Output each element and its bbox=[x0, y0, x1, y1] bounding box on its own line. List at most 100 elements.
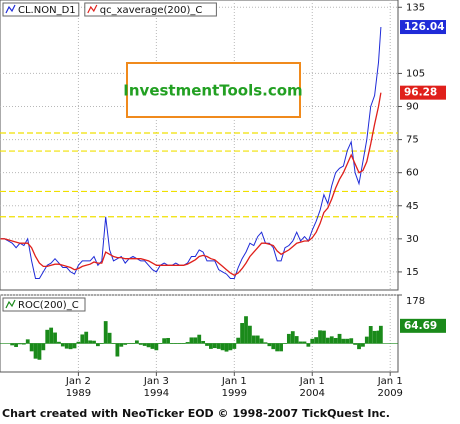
legend-label: CL.NON_D1 bbox=[18, 5, 76, 16]
bar bbox=[216, 343, 221, 349]
bar bbox=[189, 337, 194, 344]
y-tick-label: 75 bbox=[406, 135, 419, 146]
bar bbox=[306, 343, 311, 347]
bar bbox=[142, 343, 147, 346]
x-tick-year: 1994 bbox=[144, 388, 169, 399]
bar bbox=[220, 343, 225, 351]
bar bbox=[341, 338, 346, 344]
watermark-box bbox=[126, 62, 301, 118]
bar bbox=[322, 330, 326, 344]
x-tick-label: Jan 3 bbox=[143, 376, 169, 387]
x-tick-year: 1989 bbox=[66, 388, 91, 399]
bar bbox=[146, 343, 151, 348]
bar bbox=[68, 343, 73, 350]
bar bbox=[37, 343, 42, 360]
bar bbox=[325, 337, 330, 344]
bar bbox=[290, 331, 295, 344]
bar bbox=[138, 343, 143, 345]
bar bbox=[251, 335, 256, 344]
legend-box bbox=[84, 2, 217, 17]
bar bbox=[267, 343, 272, 347]
bar bbox=[209, 343, 213, 349]
last-value-box bbox=[400, 318, 446, 333]
bar bbox=[205, 343, 209, 346]
bar bbox=[103, 321, 108, 344]
legend-label: ROC(200)_C bbox=[18, 300, 79, 311]
bar bbox=[57, 341, 61, 344]
x-tick-year: 2009 bbox=[377, 388, 402, 399]
y-tick-label: 178 bbox=[406, 296, 425, 307]
bar bbox=[314, 337, 319, 344]
bar bbox=[41, 343, 46, 351]
bar bbox=[232, 343, 237, 349]
bar bbox=[80, 334, 85, 344]
bar bbox=[21, 343, 26, 345]
bar bbox=[49, 327, 54, 344]
bar bbox=[123, 343, 128, 345]
footer: Chart created with NeoTicker EOD © 1998-… bbox=[2, 407, 390, 420]
series-line bbox=[0, 26, 382, 279]
last-value-label: 64.69 bbox=[404, 320, 437, 332]
x-tick-label: Jan 1 bbox=[299, 376, 325, 387]
bar bbox=[376, 330, 381, 344]
y-tick-label: 90 bbox=[406, 102, 419, 113]
bar bbox=[193, 337, 198, 344]
bar bbox=[310, 338, 315, 344]
watermark: InvestmentTools.com bbox=[123, 82, 302, 100]
bar bbox=[64, 343, 69, 349]
x-tick-year: 2004 bbox=[300, 388, 325, 399]
bar bbox=[279, 343, 283, 352]
bar bbox=[294, 336, 299, 344]
x-tick-label: Jan 1 bbox=[377, 376, 403, 387]
y-tick-label: 45 bbox=[406, 201, 419, 212]
bar bbox=[361, 343, 365, 347]
bar bbox=[302, 341, 307, 344]
bar bbox=[107, 332, 112, 344]
bar bbox=[337, 333, 342, 344]
bar bbox=[271, 343, 276, 350]
bar bbox=[14, 343, 18, 347]
last-value-box bbox=[400, 20, 446, 35]
bar bbox=[150, 343, 155, 349]
bar bbox=[333, 337, 338, 344]
bar bbox=[197, 334, 202, 344]
bar bbox=[76, 341, 81, 344]
bar bbox=[25, 339, 30, 344]
y-tick-label: 105 bbox=[406, 68, 425, 79]
y-tick-label: 30 bbox=[406, 234, 419, 245]
legend-label: qc_xaverage(200)_C bbox=[100, 5, 203, 16]
bar bbox=[72, 343, 77, 349]
last-value-label: 96.28 bbox=[404, 87, 437, 99]
bar bbox=[96, 343, 100, 347]
bar bbox=[92, 340, 96, 344]
bar bbox=[162, 338, 167, 344]
bar bbox=[244, 316, 248, 344]
last-value-label: 126.04 bbox=[404, 21, 445, 33]
legend-icon bbox=[87, 4, 98, 14]
bar bbox=[247, 325, 252, 344]
bar bbox=[201, 340, 206, 344]
x-tick-label: Jan 1 bbox=[221, 376, 247, 387]
bar bbox=[212, 343, 217, 349]
bar bbox=[255, 335, 260, 344]
bar bbox=[45, 329, 50, 344]
bar bbox=[166, 337, 170, 344]
bar bbox=[119, 343, 124, 347]
legend-icon bbox=[5, 4, 16, 14]
bar bbox=[353, 343, 358, 345]
bar bbox=[33, 343, 38, 359]
legend-icon bbox=[5, 299, 16, 309]
bar bbox=[228, 343, 233, 351]
legend-box bbox=[2, 297, 86, 312]
bar bbox=[372, 330, 377, 344]
bar bbox=[115, 343, 120, 357]
bar bbox=[84, 331, 89, 344]
last-value-box bbox=[400, 85, 446, 100]
bar bbox=[368, 326, 373, 344]
bar bbox=[275, 343, 280, 352]
bar bbox=[378, 325, 383, 344]
bar bbox=[60, 343, 65, 347]
bar bbox=[349, 338, 354, 344]
bar bbox=[329, 336, 334, 344]
